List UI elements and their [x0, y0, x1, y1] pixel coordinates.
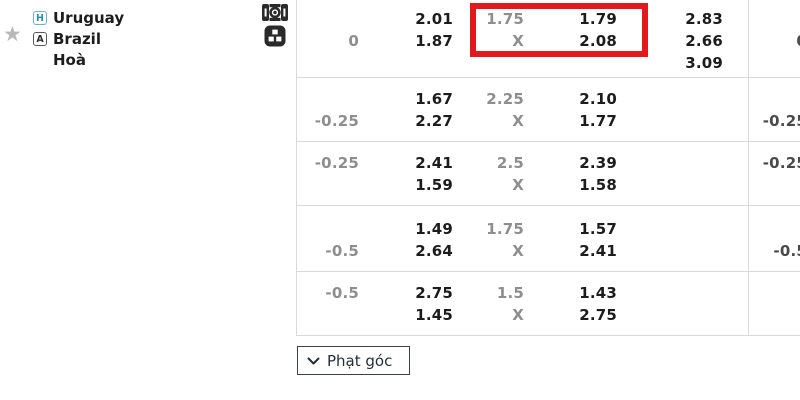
- handicap-cell: -0.5: [325, 284, 359, 302]
- draw-label: Hoà: [53, 51, 86, 69]
- column-divider: [748, 0, 749, 336]
- total-line-cell: 2.5 X: [496, 154, 524, 194]
- handicap-cell: -0.5: [325, 242, 359, 260]
- next-handicap-cell: -0.25: [762, 112, 800, 130]
- next-handicap-cell: 0: [711, 30, 800, 52]
- total-line-cell: 1.5 X: [496, 284, 524, 324]
- handicap-cell: -0.25: [314, 112, 359, 130]
- away-badge: A: [33, 32, 47, 46]
- ou-odds-cell[interactable]: 2.10 1.77: [579, 90, 617, 130]
- handicap-cell: 0: [348, 32, 359, 50]
- ou-odds-cell[interactable]: 1.57 2.41: [579, 220, 617, 260]
- odds-table: 0 2.01 1.87 1.75 X 1.79 2.08 2.83 2.66 3…: [296, 0, 800, 336]
- match-odds-cell[interactable]: 2.83 2.66 3.09: [685, 10, 723, 72]
- odds-row: -0.5 2.75 1.45 1.5 X 1.43 2.75: [297, 272, 800, 336]
- ah-odds-cell[interactable]: 2.75 1.45: [415, 284, 453, 324]
- odds-row: 0 2.01 1.87 1.75 X 1.79 2.08 2.83 2.66 3…: [297, 0, 800, 78]
- chevron-down-icon: [307, 357, 320, 364]
- corners-button[interactable]: Phạt góc: [297, 346, 410, 375]
- ou-odds-cell[interactable]: 1.79 2.08: [579, 10, 617, 50]
- ah-odds-cell[interactable]: 1.67 2.27: [415, 90, 453, 130]
- total-line-cell: 1.75 X: [486, 10, 524, 50]
- home-badge: H: [33, 11, 47, 25]
- ah-odds-cell[interactable]: 2.01 1.87: [415, 10, 453, 50]
- handicap-cell: -0.25: [314, 154, 359, 172]
- next-handicap-cell: -0.5: [773, 242, 800, 260]
- ah-odds-cell[interactable]: 2.41 1.59: [415, 154, 453, 194]
- ou-odds-cell[interactable]: 1.43 2.75: [579, 284, 617, 324]
- away-team-name: Brazil: [53, 30, 101, 48]
- total-line-cell: 2.25 X: [486, 90, 524, 130]
- total-line-cell: 1.75 X: [486, 220, 524, 260]
- home-team-name: Uruguay: [53, 9, 125, 27]
- odds-row: -0.25 1.67 2.27 2.25 X 2.10 1.77 -0.25: [297, 78, 800, 142]
- next-handicap-cell: -0.25: [762, 154, 800, 172]
- odds-row: -0.25 2.41 1.59 2.5 X 2.39 1.58 -0.25: [297, 142, 800, 206]
- odds-row: -0.5 1.49 2.64 1.75 X 1.57 2.41 -0.5: [297, 206, 800, 272]
- ou-odds-cell[interactable]: 2.39 1.58: [579, 154, 617, 194]
- formation-icon[interactable]: [264, 25, 286, 51]
- pitch-lineup-icon[interactable]: [262, 3, 288, 26]
- star-icon[interactable]: ★: [3, 22, 22, 46]
- ah-odds-cell[interactable]: 1.49 2.64: [415, 220, 453, 260]
- corners-button-label: Phạt góc: [327, 351, 393, 370]
